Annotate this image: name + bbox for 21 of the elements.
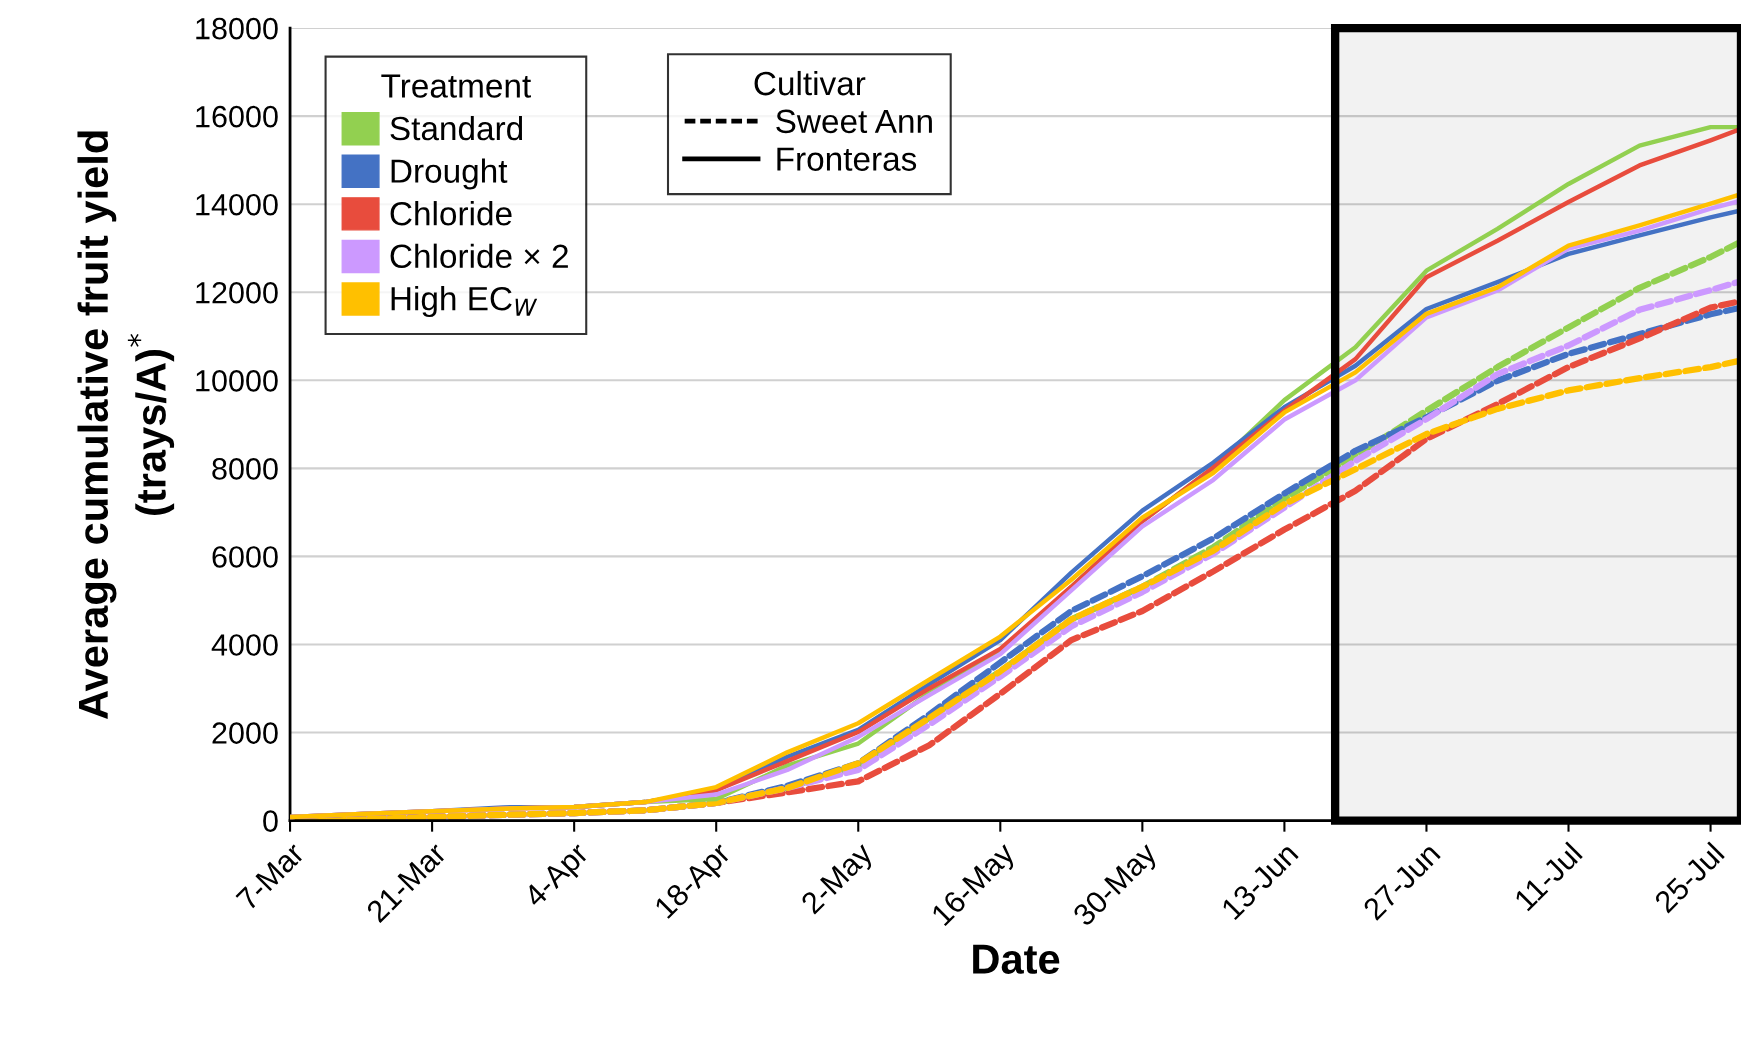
y-tick-label: 16000 (196, 105, 278, 128)
y-tick-label: 6000 (212, 546, 278, 568)
legend-label: Drought (391, 158, 508, 190)
y-tick-label: 0 (263, 810, 278, 832)
y-tick-label: 12000 (196, 281, 278, 304)
legend-label: Chloride (390, 201, 512, 226)
y-tick-label: 14000 (196, 193, 278, 216)
y-axis-title: Average cumulative fruit yield (trays/A)$^{*}$ (77, 131, 175, 719)
legend-label: Chloride × 2 (390, 243, 568, 269)
legend-label: High EC$_{W}$ (391, 286, 538, 318)
y-tick-label: 2000 (212, 722, 278, 744)
annotation: Sweet Ann (776, 109, 932, 134)
annotation: Cultivar (754, 70, 866, 96)
y-tick-label: 10000 (196, 370, 278, 392)
y-tick-label: 18000 (196, 17, 278, 40)
x-axis-title: Date (973, 944, 1060, 974)
legend-title: Treatment (381, 74, 531, 98)
y-tick-label: 4000 (211, 634, 278, 656)
y-tick-label: 8000 (212, 458, 278, 480)
legend-label: Standard (390, 115, 523, 141)
annotation: Fronteras (777, 147, 917, 171)
